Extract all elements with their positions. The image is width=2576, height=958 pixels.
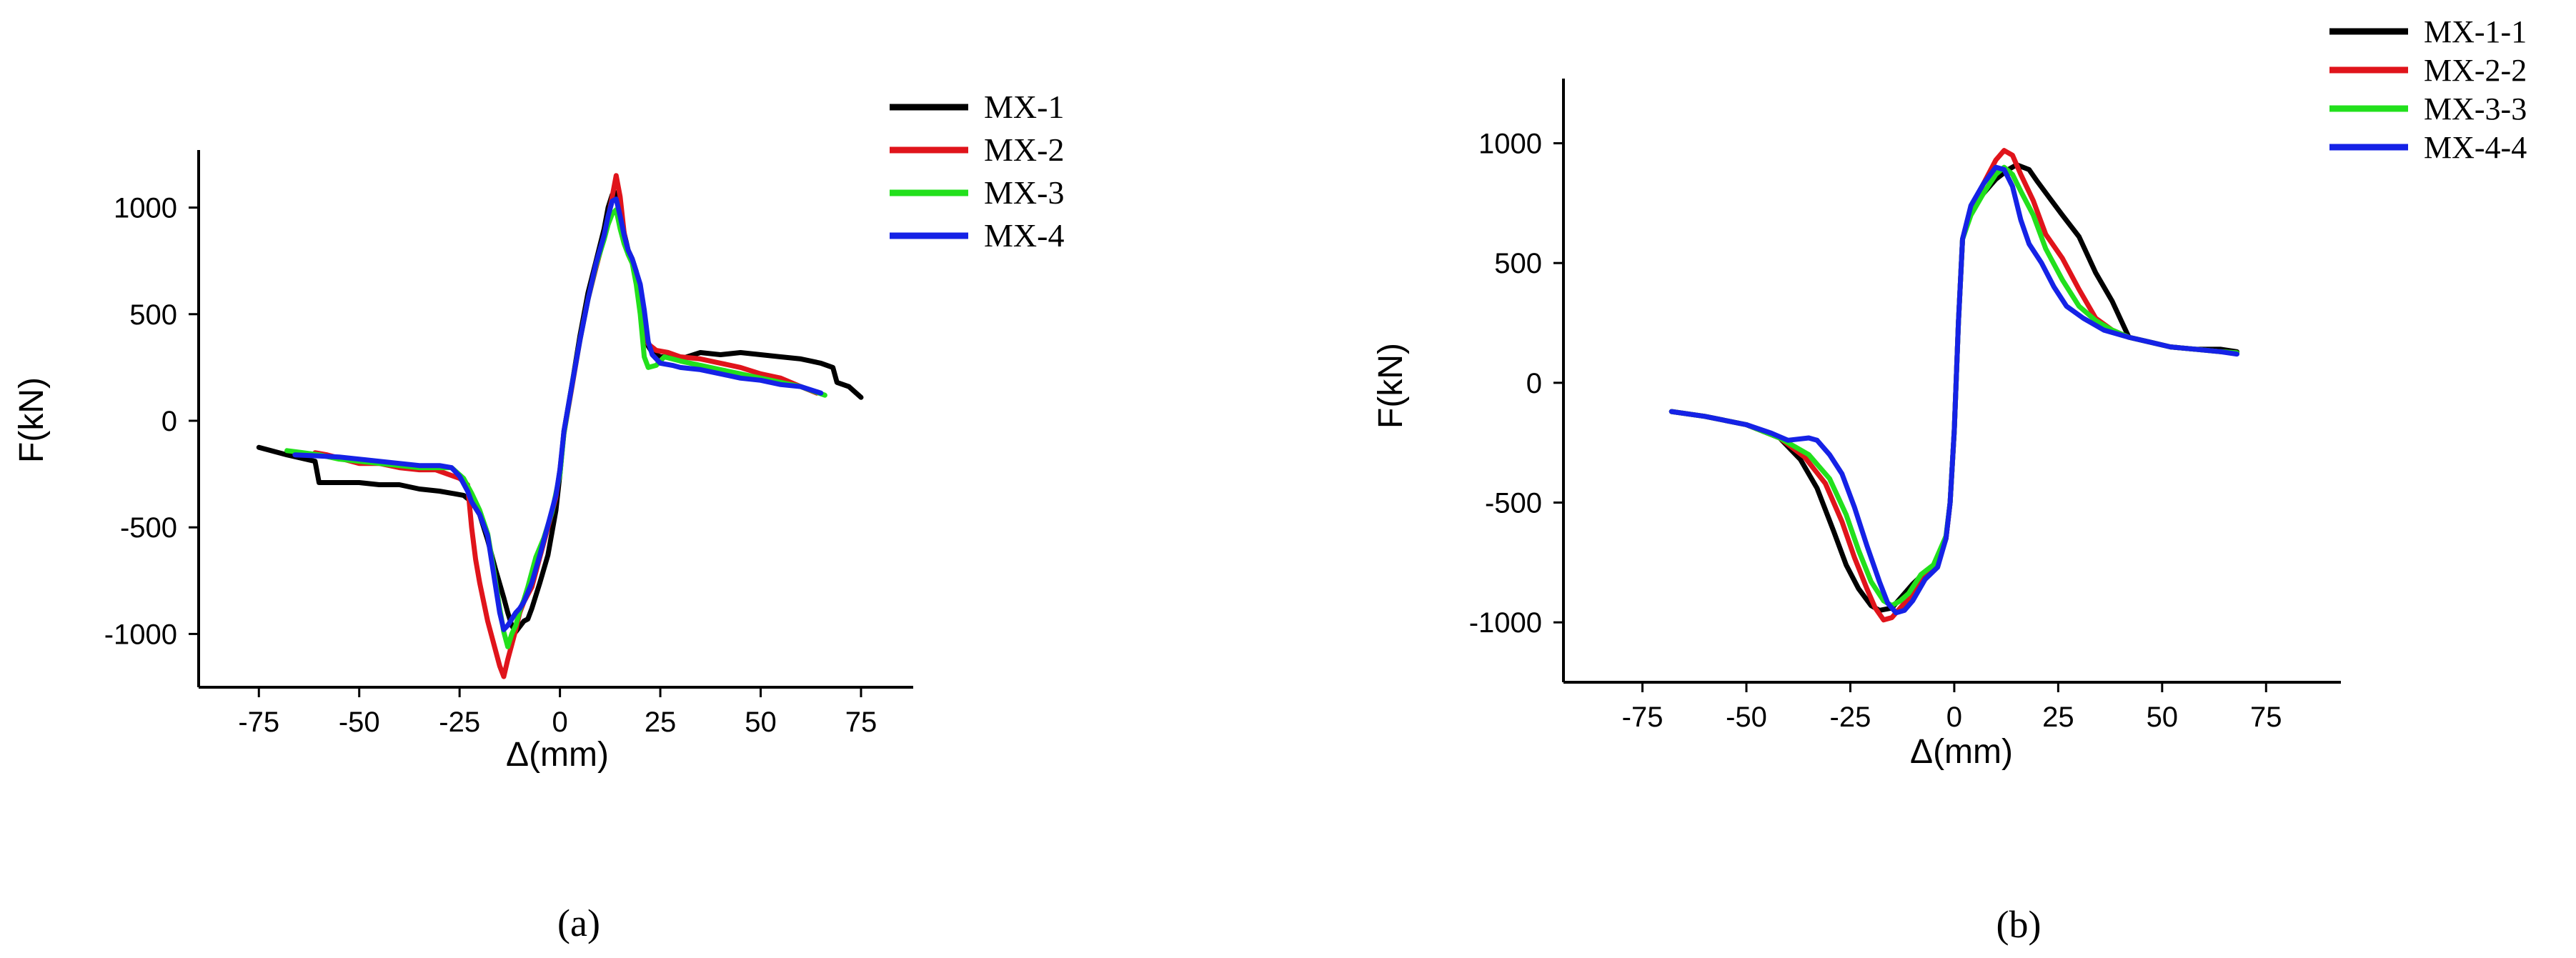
y-tick-label: 1000 (1478, 129, 1542, 160)
legend-label: MX-4 (984, 217, 1064, 254)
series-line-mx-4-4 (1669, 164, 2239, 616)
legend-label: MX-4-4 (2424, 130, 2527, 165)
panel-label: (b) (1996, 903, 2042, 946)
tick-group: -75 -50 -25 0 25 50 75 -1000 -500 0 500 1000 (1469, 129, 2282, 733)
x-tick-label: 75 (2250, 702, 2282, 733)
x-tick-label: -50 (339, 707, 380, 738)
x-tick-label: -75 (1622, 702, 1664, 733)
series-line-mx-4 (292, 196, 824, 632)
y-tick-label: 1000 (114, 193, 177, 224)
x-tick-label: 50 (2147, 702, 2179, 733)
y-tick-label: -500 (1485, 488, 1542, 519)
legend-label: MX-2-2 (2424, 53, 2527, 88)
axes-frame (197, 150, 913, 689)
x-tick-label: 50 (745, 707, 777, 738)
axes-frame (1562, 79, 2341, 684)
y-axis-label: F(kN) (13, 377, 51, 463)
x-tick-label: -75 (238, 707, 279, 738)
y-tick-label: -500 (120, 512, 177, 544)
x-tick-label: 75 (845, 707, 877, 738)
series-line-mx-1 (256, 190, 864, 634)
tick-group: -75 -50 -25 0 25 50 75 -1000 -500 0 500 1000 (104, 193, 877, 738)
x-tick-label: 0 (552, 707, 567, 738)
y-axis-label: F(kN) (1372, 343, 1410, 429)
y-tick-label: 500 (1494, 248, 1542, 279)
y-tick-label: 500 (129, 299, 177, 331)
legend-label: MX-3-3 (2424, 91, 2527, 126)
series-group (1669, 148, 2239, 623)
y-tick-label: 0 (161, 406, 177, 437)
x-tick-label: 25 (645, 707, 677, 738)
x-axis-label: Δ(mm) (506, 736, 609, 774)
x-tick-label: -50 (1726, 702, 1767, 733)
legend-label: MX-1 (984, 89, 1064, 125)
panel-label: (a) (557, 902, 600, 944)
x-axis-label: Δ(mm) (1910, 733, 2013, 771)
series-line-mx-3 (284, 207, 827, 649)
x-tick-label: 25 (2042, 702, 2074, 733)
x-tick-label: -25 (439, 707, 480, 738)
legend-label: MX-1-1 (2424, 14, 2527, 49)
x-tick-label: 0 (1946, 702, 1962, 733)
y-tick-label: 0 (1526, 368, 1542, 399)
legend: MX-1-1 MX-2-2MX-3-3 MX-4-4 (2329, 14, 2527, 165)
y-tick-label: -1000 (1469, 607, 1542, 639)
legend-label: MX-3 (984, 174, 1064, 211)
series-group (256, 173, 864, 679)
y-tick-label: -1000 (104, 619, 177, 650)
legend-label: MX-2 (984, 131, 1064, 168)
x-tick-label: -25 (1830, 702, 1871, 733)
legend: MX-1 MX-2 MX-3 MX-4 (890, 89, 1064, 254)
